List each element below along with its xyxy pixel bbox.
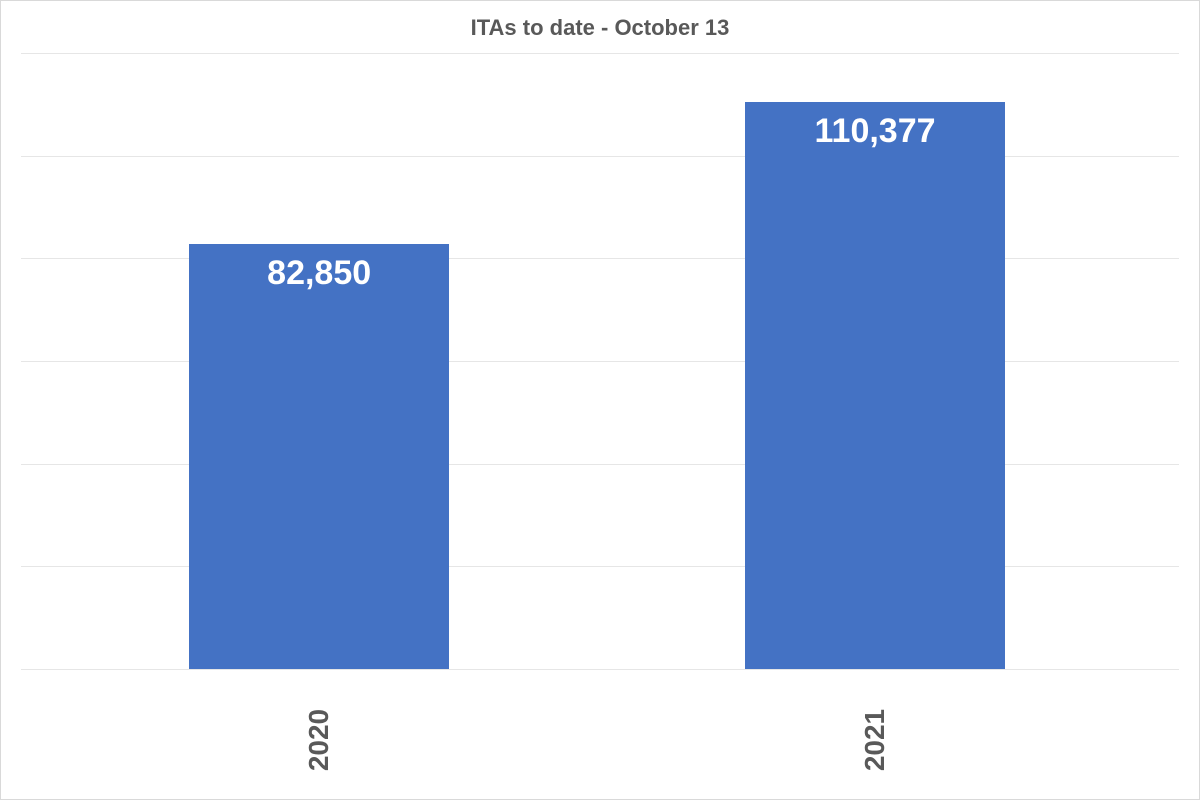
x-axis-label-2021: 2021 [859,690,891,790]
bar-label-2021: 110,377 [745,112,1006,151]
gridline [21,156,1179,157]
bar-2020: 82,850 [189,244,450,669]
x-axis-label-2020: 2020 [303,690,335,790]
gridline [21,53,1179,54]
x-axis: 2020 2021 [21,669,1179,799]
bar-label-2020: 82,850 [189,254,450,293]
chart-title: ITAs to date - October 13 [1,15,1199,41]
plot-area: 82,850 110,377 [21,53,1179,669]
bar-2021: 110,377 [745,102,1006,669]
